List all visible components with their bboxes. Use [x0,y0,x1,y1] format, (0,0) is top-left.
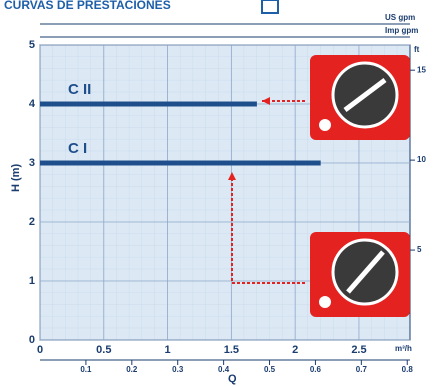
series-label: C II [68,81,91,98]
selector-icon [310,232,410,317]
x-axis-label: m³/h [395,344,412,353]
chart-title: CURVAS DE PRESTACIONES [4,0,171,12]
x-tick-label: 1 [165,344,171,356]
x2-tick-label: 0.4 [218,365,230,374]
series-label: C I [68,140,87,157]
top-label: Imp gpm [385,26,418,35]
y2-tick-label: 15 [417,65,426,74]
y2-tick-label: 5 [417,245,422,254]
x-tick-label: 0.5 [96,344,111,356]
x-tick-label: 1.5 [224,344,239,356]
y-tick-label: 0 [29,334,35,346]
y-tick-label: 4 [29,98,36,110]
x2-tick-label: 0.2 [126,365,138,374]
y-tick-label: 5 [29,39,35,51]
y-tick-label: 2 [29,216,35,228]
x2-tick-label: 0.1 [80,365,92,374]
top-label: US gpm [385,13,415,22]
icon [261,0,279,14]
x2-tick-label: 0.3 [172,365,184,374]
x2-tick-label: 0.6 [310,365,322,374]
x2-tick-label: 0.8 [402,365,414,374]
y-tick-label: 1 [29,275,35,287]
y-tick-label: 3 [29,157,35,169]
x2-tick-label: 0.7 [356,365,368,374]
x2-axis-label: Q [228,373,237,385]
selector-icon [310,55,410,140]
x-tick-label: 2.5 [351,344,366,356]
y2-tick-label: 10 [417,155,426,164]
x-tick-label: 0 [37,344,43,356]
y2-axis-label: ft [414,45,420,54]
x-tick-label: 2 [292,344,298,356]
y-axis-label: H (m) [10,164,22,192]
x2-tick-label: 0.5 [264,365,276,374]
